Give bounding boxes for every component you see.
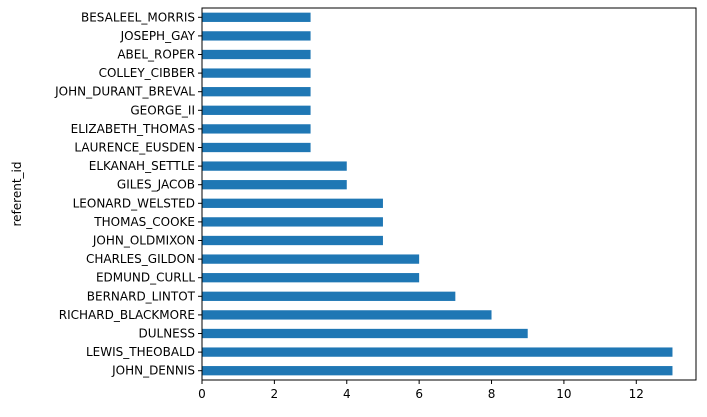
- y-axis-label: referent_id: [10, 162, 24, 227]
- y-tick-label: JOSEPH_GAY: [120, 29, 196, 43]
- y-tick-label: EDMUND_CURLL: [96, 271, 195, 285]
- x-tick-label: 6: [415, 387, 423, 401]
- y-tick-layer: JOHN_DENNIS LEWIS_THEOBALD DULNESS RICHARD_…: [54, 10, 202, 378]
- x-tick-label: 4: [343, 387, 351, 401]
- x-tick-label: 10: [556, 387, 571, 401]
- y-tick-label: JOHN_DENNIS: [111, 364, 195, 378]
- y-tick-label: RICHARD_BLACKMORE: [59, 308, 195, 322]
- bar: [202, 180, 347, 190]
- y-tick-label: ELIZABETH_THOMAS: [71, 122, 195, 136]
- y-tick-label: THOMAS_COOKE: [93, 215, 195, 229]
- bar: [202, 291, 456, 301]
- y-tick-label: ELKANAH_SETTLE: [89, 159, 195, 173]
- bar: [202, 310, 492, 320]
- y-tick-label: BERNARD_LINTOT: [87, 289, 196, 303]
- y-tick-label: DULNESS: [138, 327, 195, 341]
- y-tick-label: LAURENCE_EUSDEN: [74, 141, 195, 155]
- bar: [202, 198, 383, 208]
- bar: [202, 49, 311, 60]
- y-tick-label: CHARLES_GILDON: [86, 252, 195, 266]
- bar: [202, 347, 673, 357]
- bar: [202, 105, 311, 115]
- y-tick-label: ABEL_ROPER: [117, 48, 195, 62]
- x-tick-label: 8: [488, 387, 496, 401]
- bars-layer: [202, 12, 673, 376]
- x-tick-label: 12: [629, 387, 644, 401]
- bar: [202, 12, 311, 22]
- x-tick-layer: 0 2 4 6 8 10 12: [198, 380, 644, 401]
- bar: [202, 87, 311, 97]
- bar: [202, 217, 383, 227]
- bar: [202, 142, 311, 153]
- bar: [202, 161, 347, 171]
- bar: [202, 366, 673, 376]
- bar: [202, 124, 311, 134]
- y-tick-label: JOHN_OLDMIXON: [92, 234, 195, 248]
- y-tick-label: GILES_JACOB: [117, 178, 195, 192]
- plot-frame: [201, 7, 697, 381]
- x-tick-label: 0: [198, 387, 206, 401]
- y-tick-label: LEONARD_WELSTED: [73, 196, 195, 210]
- y-tick-label: JOHN_DURANT_BREVAL: [54, 85, 195, 99]
- bar: [202, 254, 420, 264]
- bar: [202, 31, 311, 41]
- y-tick-label: BESALEEL_MORRIS: [81, 10, 195, 24]
- bar: [202, 235, 383, 246]
- bar: [202, 328, 528, 339]
- x-tick-label: 2: [271, 387, 279, 401]
- y-tick-label: GEORGE_II: [130, 103, 195, 117]
- y-tick-label: COLLEY_CIBBER: [99, 66, 195, 80]
- y-tick-label: LEWIS_THEOBALD: [86, 345, 195, 359]
- bar: [202, 68, 311, 78]
- bar: [202, 273, 420, 283]
